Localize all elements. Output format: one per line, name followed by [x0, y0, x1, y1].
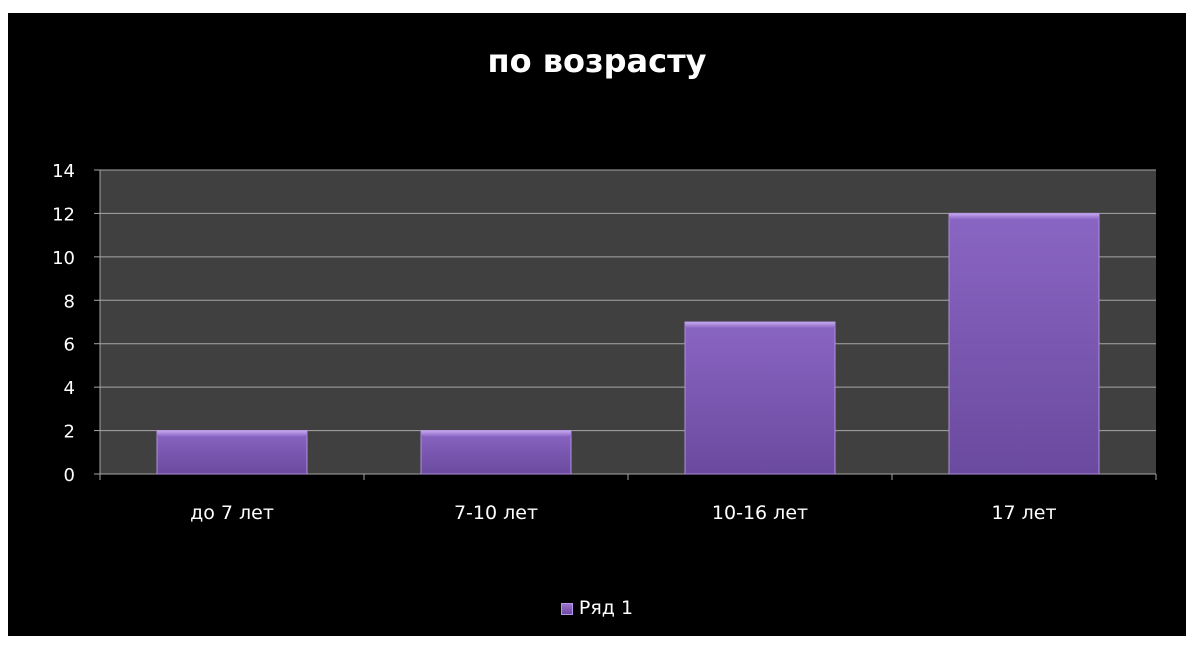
legend-swatch [560, 602, 573, 615]
bar-highlight [685, 322, 835, 328]
legend: Ряд 1 [8, 597, 1186, 619]
bar [684, 321, 836, 475]
bar [156, 430, 308, 475]
y-tick-label: 8 [64, 291, 75, 312]
chart-frame: по возрасту 0 2 4 6 8 10 12 14 до 7 лет 7-10 лет 1… [8, 13, 1186, 636]
legend-label: Ряд 1 [578, 597, 634, 619]
x-tick-label: 17 лет [991, 502, 1056, 524]
bar-highlight [949, 213, 1099, 220]
bar [420, 430, 572, 475]
bar-highlight [421, 430, 571, 437]
bar [948, 212, 1100, 475]
bar-highlight [157, 430, 307, 437]
bar-chart: 0 2 4 6 8 10 12 14 до 7 лет 7-10 лет 10-16 лет 17 л… [52, 161, 1157, 524]
y-tick-label: 0 [64, 465, 75, 486]
y-tick-label: 14 [52, 161, 75, 182]
y-tick-label: 2 [64, 422, 75, 443]
y-tick-label: 10 [52, 248, 75, 269]
chart-title: по возрасту [487, 42, 707, 80]
x-tick-label: до 7 лет [190, 502, 274, 524]
x-tick-label: 10-16 лет [712, 502, 808, 524]
y-tick-label: 12 [52, 204, 75, 225]
y-tick-label: 4 [64, 378, 75, 399]
x-tick-label: 7-10 лет [454, 502, 538, 524]
y-tick-label: 6 [64, 335, 75, 356]
